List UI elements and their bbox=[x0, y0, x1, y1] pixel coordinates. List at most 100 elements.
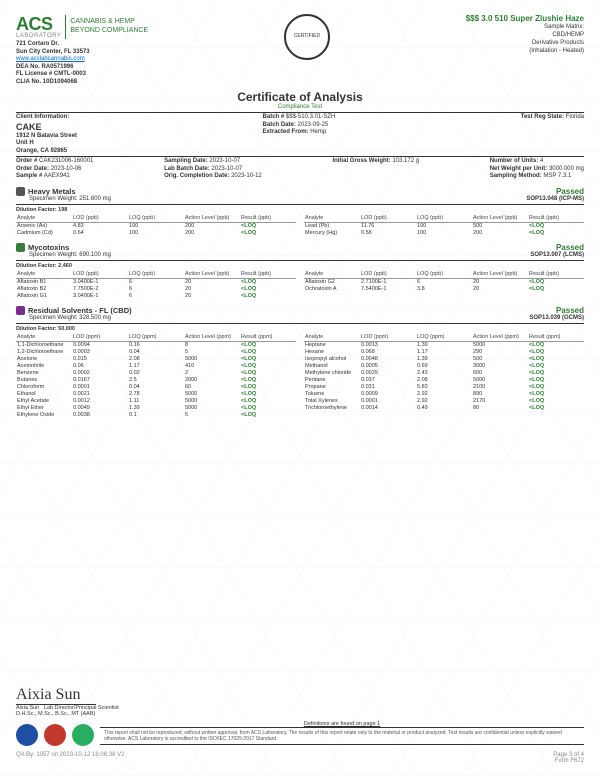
table-header: Action Level (ppb) bbox=[472, 214, 528, 223]
client-name: CAKE bbox=[16, 122, 77, 133]
table-row: Propane0.0315.832100<LOQ bbox=[304, 384, 584, 391]
table-header: LOD (ppb) bbox=[72, 214, 128, 223]
status-badge: Passed bbox=[526, 187, 584, 196]
table-row: Hexane0.0681.17290<LOQ bbox=[304, 349, 584, 356]
coa-subtitle: Compliance Test bbox=[16, 104, 584, 110]
table-row: Trichloroethylene0.00140.4980<LOQ bbox=[304, 405, 584, 412]
table-header: Analyte bbox=[304, 333, 360, 342]
myco-table: AnalyteLOD (ppb)LOQ (ppb)Action Level (p… bbox=[16, 270, 584, 300]
table-row: Butanes0.01672.52000<LOQ bbox=[16, 377, 296, 384]
table-row: 1,1-Dichloroethane0.00940.168<LOQ bbox=[16, 341, 296, 349]
table-header: Result (ppm) bbox=[240, 333, 296, 342]
page-container: ACS LABORATORY CANNABIS & HEMP BEYOND CO… bbox=[0, 0, 600, 433]
table-row: Pentane0.0372.085000<LOQ bbox=[304, 377, 584, 384]
table-header: LOD (ppb) bbox=[360, 214, 416, 223]
table-header: Action Level (ppm) bbox=[184, 333, 240, 342]
table-row: Acetonitrile0.061.17410<LOQ bbox=[16, 363, 296, 370]
section-heavy-metals: Heavy Metals Specimen Weight: 251.600 mg… bbox=[16, 185, 584, 205]
logo: ACS LABORATORY CANNABIS & HEMP BEYOND CO… bbox=[16, 14, 148, 39]
logo-sub: LABORATORY bbox=[16, 33, 61, 39]
table-row: Cadmium (Cd)0.64100200<LOQ bbox=[16, 230, 296, 237]
table-row: Acetone0.0152.085000<LOQ bbox=[16, 356, 296, 363]
table-header: LOQ (ppb) bbox=[416, 214, 472, 223]
table-row: Aflatoxin G13.0400E-1620<LOQ bbox=[16, 293, 296, 300]
heavy-metals-icon bbox=[16, 187, 25, 196]
table-header: LOD (ppb) bbox=[360, 270, 416, 279]
mycotoxins-icon bbox=[16, 243, 25, 252]
accred-badge-icon bbox=[72, 724, 94, 746]
table-row: Mercury (Hg)0.58100200<LOQ bbox=[304, 230, 584, 237]
table-header: Result (ppb) bbox=[528, 214, 584, 223]
disclaimer: This report shall not be reproduced, wit… bbox=[100, 727, 584, 745]
client-block: Client Information: CAKE 1912 N Batavia … bbox=[16, 114, 584, 155]
table-row: Ethylene Oxide0.00380.15<LOQ bbox=[16, 412, 296, 419]
table-header: LOQ (ppm) bbox=[128, 333, 184, 342]
table-row: Benzene0.00020.022<LOQ bbox=[16, 370, 296, 377]
table-header: LOQ (ppb) bbox=[128, 270, 184, 279]
footer: Aixia Sun Aixia Sun Lab Director/Princip… bbox=[16, 686, 584, 764]
table-row: Isopropyl alcohol0.00481.39500<LOQ bbox=[304, 356, 584, 363]
qa-stamp: QA By: 1057 on 2023-10-12 16:06:38 V2 bbox=[16, 752, 124, 764]
signature: Aixia Sun bbox=[16, 686, 96, 705]
table-row: 1,2-Dichloroethane0.00030.045<LOQ bbox=[16, 349, 296, 356]
table-header: Result (ppm) bbox=[528, 333, 584, 342]
form-number: Form F672 bbox=[553, 758, 584, 764]
accreditation-badges bbox=[16, 724, 94, 746]
lab-url-link[interactable]: www.acslabcannabis.com bbox=[16, 56, 85, 62]
accred-badge-icon bbox=[16, 724, 38, 746]
table-header: Analyte bbox=[16, 214, 72, 223]
header: ACS LABORATORY CANNABIS & HEMP BEYOND CO… bbox=[16, 14, 584, 86]
accred-badge-icon bbox=[44, 724, 66, 746]
logo-divider bbox=[65, 15, 66, 39]
table-row: Aflatoxin B27.7500E-2620<LOQ bbox=[16, 286, 296, 293]
table-row: Chloroform0.00010.0460<LOQ bbox=[16, 384, 296, 391]
solv-table: AnalyteLOD (ppm)LOQ (ppm)Action Level (p… bbox=[16, 333, 584, 419]
table-header: Action Level (ppm) bbox=[472, 333, 528, 342]
table-row: Ethyl Acetate0.00121.115000<LOQ bbox=[16, 398, 296, 405]
table-header: Result (ppb) bbox=[240, 214, 296, 223]
status-badge: Passed bbox=[529, 306, 584, 315]
table-row: Lead (Pb)11.76100500<LOQ bbox=[304, 222, 584, 230]
divider bbox=[16, 112, 584, 113]
table-header: Action Level (ppb) bbox=[184, 214, 240, 223]
table-header: Result (ppb) bbox=[528, 270, 584, 279]
table-header: Action Level (ppb) bbox=[184, 270, 240, 279]
product-info: $$$ 3.0 510 Super Zlushie Haze Sample Ma… bbox=[466, 14, 584, 56]
table-row: Total Xylenes0.00012.922170<LOQ bbox=[304, 398, 584, 405]
table-header: Analyte bbox=[16, 333, 72, 342]
table-row: Aflatoxin B13.0400E-1620<LOQ bbox=[16, 278, 296, 286]
table-header: LOD (ppb) bbox=[72, 270, 128, 279]
table-header: Action Level (ppb) bbox=[472, 270, 528, 279]
table-row: Toluene0.00092.92890<LOQ bbox=[304, 391, 584, 398]
table-header: LOD (ppm) bbox=[360, 333, 416, 342]
logo-brand: ACS bbox=[16, 14, 61, 35]
table-header: Result (ppb) bbox=[240, 270, 296, 279]
table-row: Aflatoxin G22.7100E-1620<LOQ bbox=[304, 278, 584, 286]
lab-address: 721 Cortaro Dr. Sun City Center, FL 3357… bbox=[16, 41, 148, 86]
table-header: LOQ (ppb) bbox=[416, 270, 472, 279]
certified-badge-icon: CERTIFIED bbox=[284, 14, 330, 60]
coa-title: Certificate of Analysis bbox=[16, 90, 584, 104]
status-badge: Passed bbox=[530, 243, 584, 252]
order-meta: Order # CAK231006-160001 Order Date: 202… bbox=[16, 158, 584, 181]
hm-table: AnalyteLOD (ppb)LOQ (ppb)Action Level (p… bbox=[16, 214, 584, 237]
table-row: Ethanol0.00212.785000<LOQ bbox=[16, 391, 296, 398]
section-mycotoxins: Mycotoxins Specimen Weight: 690.100 mg P… bbox=[16, 241, 584, 261]
table-row: Methylene chloride0.00292.43600<LOQ bbox=[304, 370, 584, 377]
table-row: Ochratoxin A7.5400E-13.820<LOQ bbox=[304, 286, 584, 293]
table-row: Heptane0.00131.395000<LOQ bbox=[304, 341, 584, 349]
table-header: Analyte bbox=[304, 214, 360, 223]
section-solvents: Residual Solvents - FL (CBD) Specimen We… bbox=[16, 304, 584, 324]
table-header: LOD (ppm) bbox=[72, 333, 128, 342]
table-row: Methanol0.00050.693000<LOQ bbox=[304, 363, 584, 370]
divider bbox=[16, 156, 584, 157]
logo-tagline: CANNABIS & HEMP BEYOND COMPLIANCE bbox=[70, 18, 148, 35]
table-header: Analyte bbox=[16, 270, 72, 279]
table-header: LOQ (ppm) bbox=[416, 333, 472, 342]
product-name: $$$ 3.0 510 Super Zlushie Haze bbox=[466, 14, 584, 24]
lab-block: ACS LABORATORY CANNABIS & HEMP BEYOND CO… bbox=[16, 14, 148, 86]
table-header: Analyte bbox=[304, 270, 360, 279]
table-row: Arsenic (As)4.83100200<LOQ bbox=[16, 222, 296, 230]
solvents-icon bbox=[16, 306, 25, 315]
table-row: Ethyl Ether0.00491.395000<LOQ bbox=[16, 405, 296, 412]
